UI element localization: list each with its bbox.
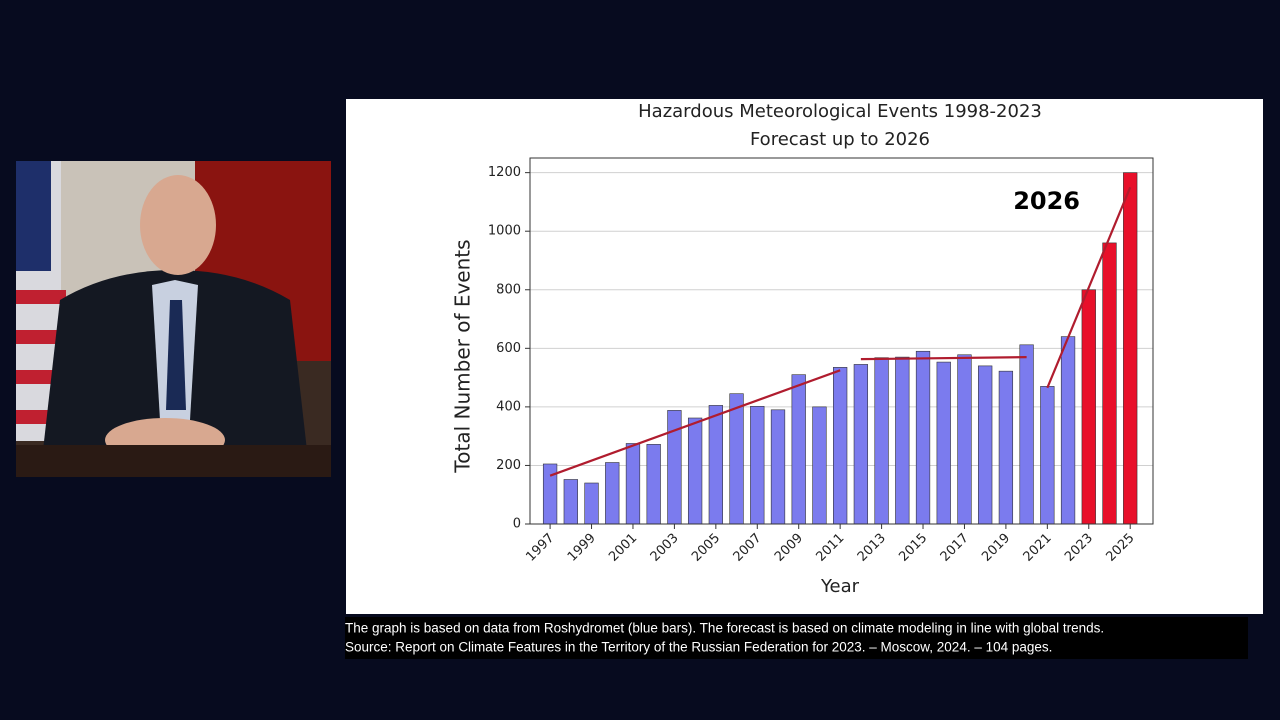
- y-tick-label: 600: [496, 341, 521, 356]
- bar: [998, 370, 1014, 525]
- trend-line: [860, 356, 1027, 361]
- speaker-video: [16, 161, 331, 477]
- bar: [667, 410, 682, 525]
- bar: [853, 364, 869, 525]
- bar: [812, 406, 827, 525]
- bar: [1040, 386, 1055, 525]
- bar: [605, 462, 620, 525]
- caption: The graph is based on data from Roshydro…: [345, 621, 1104, 636]
- bar: [957, 354, 972, 525]
- y-tick-label: 400: [496, 399, 521, 414]
- bar: [770, 409, 786, 525]
- y-tick-label: 200: [496, 458, 521, 473]
- caption-box: [345, 617, 1248, 659]
- bar: [936, 361, 951, 525]
- bar: [750, 405, 765, 525]
- bar: [791, 374, 806, 525]
- plot-frame: [529, 157, 1154, 525]
- bar: [625, 443, 641, 525]
- bar: [1102, 242, 1117, 525]
- y-axis-label: Total Number of Events: [451, 239, 475, 473]
- y-tick-label: 1000: [488, 224, 521, 239]
- bar: [708, 405, 723, 525]
- trend-line: [1046, 186, 1132, 389]
- y-tick-label: 0: [513, 517, 521, 532]
- bar: [1019, 344, 1034, 525]
- bar: [729, 393, 744, 525]
- bar: [646, 444, 661, 525]
- bar: [563, 479, 578, 525]
- trend-line: [549, 369, 841, 477]
- bar: [833, 367, 848, 525]
- bar: [1060, 336, 1076, 525]
- caption: Source: Report on Climate Features in th…: [345, 640, 1052, 655]
- bar: [915, 350, 931, 525]
- bar: [978, 365, 993, 525]
- bar: [874, 357, 889, 525]
- y-tick-label: 1200: [488, 165, 521, 180]
- chart-subtitle: Forecast up to 2026: [750, 129, 930, 150]
- x-axis-label: Year: [820, 576, 860, 597]
- bar: [687, 417, 703, 525]
- y-tick-label: 800: [496, 282, 521, 297]
- bar: [1081, 289, 1096, 525]
- bar: [584, 482, 599, 525]
- chart-title: Hazardous Meteorological Events 1998-202…: [638, 101, 1042, 122]
- bar: [895, 356, 910, 525]
- annotation: 2026: [1013, 187, 1080, 215]
- bar: [1123, 172, 1138, 525]
